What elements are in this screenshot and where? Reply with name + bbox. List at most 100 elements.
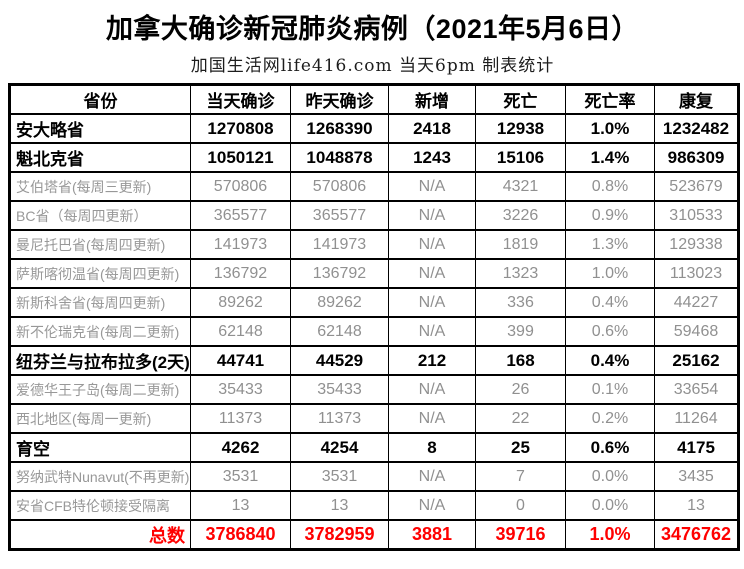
- column-header-death-rate: 死亡率: [565, 83, 655, 115]
- today-cases-cell: 1050121: [190, 142, 291, 173]
- deaths-cell: 1323: [475, 258, 566, 289]
- recovered-cell: 44227: [654, 287, 739, 318]
- column-header-recovered: 康复: [654, 83, 739, 115]
- new-cases-cell: N/A: [388, 287, 476, 318]
- yesterday-cases-cell: 570806: [290, 171, 389, 202]
- deaths-cell: 26: [475, 374, 566, 405]
- deaths-cell: 336: [475, 287, 566, 318]
- recovered-cell: 25162: [654, 345, 739, 376]
- today-cases-cell: 89262: [190, 287, 291, 318]
- deaths-cell: 39716: [475, 519, 566, 551]
- death-rate-cell: 0.6%: [565, 432, 655, 463]
- new-cases-cell: 8: [388, 432, 476, 463]
- yesterday-cases-cell: 44529: [290, 345, 389, 376]
- province-cell: 爱德华王子岛(每周二更新): [9, 374, 191, 405]
- yesterday-cases-cell: 141973: [290, 229, 389, 260]
- province-cell: BC省（每周四更新）: [9, 200, 191, 231]
- province-cell: 新不伦瑞克省(每周二更新): [9, 316, 191, 347]
- recovered-cell: 4175: [654, 432, 739, 463]
- recovered-cell: 13: [654, 490, 739, 521]
- death-rate-cell: 1.0%: [565, 519, 655, 551]
- death-rate-cell: 0.0%: [565, 461, 655, 492]
- table-row: 纽芬兰与拉布拉多(2天) 44741 44529 212 168 0.4% 25162: [9, 345, 739, 376]
- new-cases-cell: 2418: [388, 113, 476, 144]
- new-cases-cell: 1243: [388, 142, 476, 173]
- new-cases-cell: N/A: [388, 461, 476, 492]
- deaths-cell: 7: [475, 461, 566, 492]
- table-row: 新不伦瑞克省(每周二更新) 62148 62148 N/A 399 0.6% 59468: [9, 316, 739, 347]
- yesterday-cases-cell: 1048878: [290, 142, 389, 173]
- yesterday-cases-cell: 3531: [290, 461, 389, 492]
- recovered-cell: 3435: [654, 461, 739, 492]
- deaths-cell: 15106: [475, 142, 566, 173]
- table-row: BC省（每周四更新） 365577 365577 N/A 3226 0.9% 310533: [9, 200, 739, 231]
- death-rate-cell: 1.0%: [565, 258, 655, 289]
- table-row: 安省CFB特伦顿接受隔离 13 13 N/A 0 0.0% 13: [9, 490, 739, 521]
- table-row: 魁北克省 1050121 1048878 1243 15106 1.4% 986309: [9, 142, 739, 173]
- yesterday-cases-cell: 62148: [290, 316, 389, 347]
- page-title: 加拿大确诊新冠肺炎病例（2021年5月6日）: [105, 14, 640, 44]
- death-rate-cell: 0.6%: [565, 316, 655, 347]
- province-cell: 魁北克省: [9, 142, 191, 173]
- today-cases-cell: 11373: [190, 403, 291, 434]
- table-row: 艾伯塔省(每周三更新) 570806 570806 N/A 4321 0.8% 523679: [9, 171, 739, 202]
- deaths-cell: 25: [475, 432, 566, 463]
- today-cases-cell: 13: [190, 490, 291, 521]
- province-cell: 安大略省: [9, 113, 191, 144]
- recovered-cell: 3476762: [654, 519, 739, 551]
- death-rate-cell: 0.4%: [565, 345, 655, 376]
- table-row: 萨斯喀彻温省(每周四更新) 136792 136792 N/A 1323 1.0% 1130…: [9, 258, 739, 289]
- death-rate-cell: 0.0%: [565, 490, 655, 521]
- today-cases-cell: 136792: [190, 258, 291, 289]
- new-cases-cell: N/A: [388, 229, 476, 260]
- today-cases-cell: 570806: [190, 171, 291, 202]
- table-row: 安大略省 1270808 1268390 2418 12938 1.0% 1232482: [9, 113, 739, 144]
- province-cell: 努纳武特Nunavut(不再更新): [9, 461, 191, 492]
- province-cell: 安省CFB特伦顿接受隔离: [9, 490, 191, 521]
- deaths-cell: 399: [475, 316, 566, 347]
- province-cell: 纽芬兰与拉布拉多(2天): [9, 345, 191, 376]
- new-cases-cell: N/A: [388, 374, 476, 405]
- province-cell: 艾伯塔省(每周三更新): [9, 171, 191, 202]
- deaths-cell: 3226: [475, 200, 566, 231]
- death-rate-cell: 0.1%: [565, 374, 655, 405]
- deaths-cell: 168: [475, 345, 566, 376]
- new-cases-cell: N/A: [388, 490, 476, 521]
- column-header-today: 当天确诊: [190, 83, 291, 115]
- table-row: 曼尼托巴省(每周四更新) 141973 141973 N/A 1819 1.3% 12933…: [9, 229, 739, 260]
- today-cases-cell: 3531: [190, 461, 291, 492]
- yesterday-cases-cell: 3782959: [290, 519, 389, 551]
- new-cases-cell: 3881: [388, 519, 476, 551]
- today-cases-cell: 35433: [190, 374, 291, 405]
- recovered-cell: 310533: [654, 200, 739, 231]
- new-cases-cell: 212: [388, 345, 476, 376]
- today-cases-cell: 62148: [190, 316, 291, 347]
- total-row: 总数 3786840 3782959 3881 39716 1.0% 3476762: [9, 519, 739, 551]
- deaths-cell: 22: [475, 403, 566, 434]
- today-cases-cell: 141973: [190, 229, 291, 260]
- yesterday-cases-cell: 89262: [290, 287, 389, 318]
- deaths-cell: 12938: [475, 113, 566, 144]
- new-cases-cell: N/A: [388, 316, 476, 347]
- new-cases-cell: N/A: [388, 171, 476, 202]
- today-cases-cell: 3786840: [190, 519, 291, 551]
- province-cell: 萨斯喀彻温省(每周四更新): [9, 258, 191, 289]
- new-cases-cell: N/A: [388, 200, 476, 231]
- table-header: 省份 当天确诊 昨天确诊 新增 死亡 死亡率 康复: [9, 83, 739, 115]
- yesterday-cases-cell: 1268390: [290, 113, 389, 144]
- today-cases-cell: 365577: [190, 200, 291, 231]
- recovered-cell: 1232482: [654, 113, 739, 144]
- today-cases-cell: 4262: [190, 432, 291, 463]
- yesterday-cases-cell: 4254: [290, 432, 389, 463]
- recovered-cell: 59468: [654, 316, 739, 347]
- new-cases-cell: N/A: [388, 403, 476, 434]
- deaths-cell: 0: [475, 490, 566, 521]
- column-header-province: 省份: [9, 83, 191, 115]
- table-row: 努纳武特Nunavut(不再更新) 3531 3531 N/A 7 0.0% 3435: [9, 461, 739, 492]
- yesterday-cases-cell: 13: [290, 490, 389, 521]
- table-row: 育空 4262 4254 8 25 0.6% 4175: [9, 432, 739, 463]
- column-header-yesterday: 昨天确诊: [290, 83, 389, 115]
- table-body: 安大略省 1270808 1268390 2418 12938 1.0% 1232482 魁北…: [9, 113, 739, 551]
- death-rate-cell: 0.8%: [565, 171, 655, 202]
